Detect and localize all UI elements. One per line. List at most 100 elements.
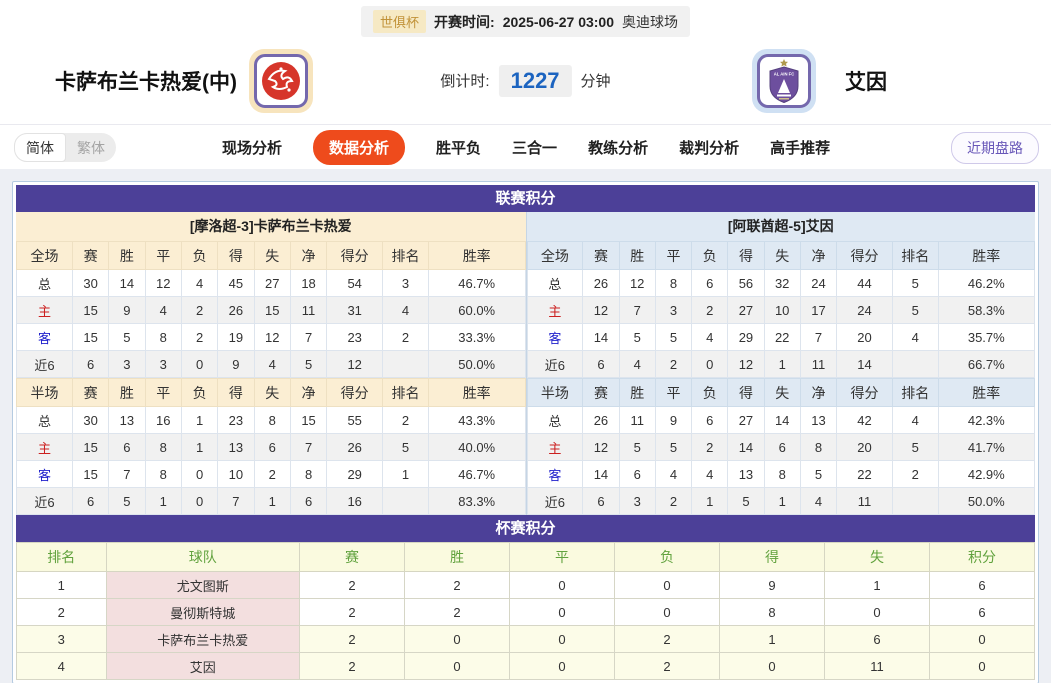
column-header: 失 [823, 542, 930, 572]
column-header: 半场 [16, 378, 73, 407]
column-header: 全场 [16, 241, 73, 270]
table-cell: 2 [298, 598, 405, 626]
tab-win-draw-lose[interactable]: 胜平负 [436, 139, 482, 157]
home-group-title: [摩洛超-3]卡萨布兰卡热爱 [16, 212, 526, 241]
table-cell: 6 [582, 350, 620, 378]
table-cell: 46.2% [937, 269, 1036, 297]
column-header: 胜 [618, 241, 656, 270]
kickoff-label: 开赛时间: [434, 13, 495, 30]
column-header: 赛 [71, 378, 110, 407]
stats-panel: 联赛积分 [摩洛超-3]卡萨布兰卡热爱 全场赛胜平负得失净得分 排名 胜率 总 30 1… [12, 181, 1039, 683]
table-cell: 2 [180, 296, 219, 324]
table-cell: 1 [763, 350, 801, 378]
table-cell: 2 [891, 460, 939, 488]
column-header: 得 [718, 542, 825, 572]
venue-label: 奥迪球场 [622, 13, 678, 30]
tab-expert-picks[interactable]: 高手推荐 [770, 139, 831, 157]
table-cell: 13 [108, 406, 146, 434]
table-cell: 1 [253, 487, 291, 515]
column-header: 胜 [108, 378, 146, 407]
table-cell: 0 [403, 652, 510, 680]
table-cell: 11 [618, 406, 656, 434]
table-cell: 1 [382, 460, 429, 488]
league-badge[interactable]: 世俱杯 [373, 10, 427, 33]
kickoff-time: 2025-06-27 03:00 [502, 13, 614, 30]
table-cell: 55 [326, 406, 384, 434]
cup-standings-table: 排名 球队赛胜平负得失积分 1 尤文图斯 2 2 0 0 9 1 6 2 曼彻斯特城 2 2 0 0 8 0 6 3 卡… [16, 542, 1036, 680]
table-cell: 0 [508, 571, 615, 599]
table-cell: 2 [654, 487, 693, 515]
table-cell: 0 [613, 598, 720, 626]
match-info-bar: 世俱杯 开赛时间: 2025-06-27 03:00 奥迪球场 [361, 6, 690, 37]
column-header: 净 [289, 378, 328, 407]
tab-data-analysis[interactable]: 数据分析 [313, 129, 406, 165]
table-cell: 2 [298, 571, 405, 599]
table-cell: 近6 [16, 350, 73, 378]
table-cell: 10 [217, 460, 255, 488]
table-cell: 30 [71, 269, 110, 297]
table-cell: 2 [180, 323, 219, 351]
table-cell: 5 [799, 460, 838, 488]
home-team-logo [249, 48, 313, 113]
red-seal-icon [262, 61, 300, 100]
away-team-logo: AL AIN FC [752, 48, 816, 113]
table-row: 总 30 14 12 4 45 27 18 54 3 46.7% [16, 269, 526, 297]
table-cell: 54 [326, 269, 384, 297]
table-cell: 4 [691, 460, 729, 488]
table-cell: 45 [217, 269, 255, 297]
simplified-chinese-button[interactable]: 简体 [14, 133, 66, 162]
column-header: 赛 [71, 241, 110, 270]
tab-live-analysis[interactable]: 现场分析 [222, 139, 283, 157]
table-cell: 26 [582, 406, 620, 434]
table-row: 近6 6 3 3 0 9 4 5 12 50.0% [16, 350, 526, 378]
table-row: 主 15 9 4 2 26 15 11 31 4 60.0% [16, 296, 526, 324]
table-row: 总 26 12 8 6 56 32 24 44 5 46.2% [526, 269, 1036, 297]
table-cell: 8 [799, 433, 838, 461]
table-cell: 8 [718, 598, 825, 626]
league-standings: [摩洛超-3]卡萨布兰卡热爱 全场赛胜平负得失净得分 排名 胜率 总 30 14 12 4 4… [16, 212, 1036, 515]
table-cell: 12 [582, 433, 620, 461]
column-header: 得分 [836, 378, 893, 407]
table-cell: 2 [654, 350, 693, 378]
table-cell: 0 [403, 625, 510, 653]
home-team-name: 卡萨布兰卡热爱(中) [55, 70, 237, 94]
table-cell: 5 [618, 323, 656, 351]
table-cell: 5 [654, 323, 693, 351]
column-header: 得 [727, 378, 765, 407]
table-cell: 4 [618, 350, 656, 378]
table-cell: 5 [727, 487, 765, 515]
table-cell: 近6 [526, 350, 584, 378]
nav-bar: 简体 繁体 现场分析 数据分析 胜平负 三合一 教练分析 裁判分析 高手推荐 近… [0, 125, 1051, 169]
table-cell: 83.3% [427, 487, 526, 515]
table-cell: 0 [180, 487, 219, 515]
tab-three-in-one[interactable]: 三合一 [512, 139, 558, 157]
table-cell: 0 [691, 350, 729, 378]
table-cell: 3 [144, 350, 182, 378]
tab-coach-analysis[interactable]: 教练分析 [588, 139, 649, 157]
column-header: 排名 [382, 241, 429, 270]
table-cell: 1 [180, 433, 219, 461]
table-cell: 24 [836, 296, 893, 324]
table-cell: 5 [289, 350, 328, 378]
column-header: 胜率 [937, 241, 1036, 270]
table-cell: 8 [144, 433, 182, 461]
table-cell [382, 350, 429, 378]
traditional-chinese-button[interactable]: 繁体 [77, 139, 105, 156]
home-standings-column: [摩洛超-3]卡萨布兰卡热爱 全场赛胜平负得失净得分 排名 胜率 总 30 14 12 4 4… [16, 212, 526, 515]
recent-trend-button[interactable]: 近期盘路 [951, 132, 1039, 164]
column-header: 得分 [326, 241, 384, 270]
table-cell: 客 [526, 460, 584, 488]
table-cell: 0 [928, 625, 1036, 653]
home-halftime-table: 半场赛胜平负得失净得分 排名 胜率 总 30 13 16 1 23 8 15 55 2 43.3% 主 15… [16, 378, 526, 515]
table-cell: 4 [180, 269, 219, 297]
tab-referee-analysis[interactable]: 裁判分析 [679, 139, 740, 157]
table-row: 近6 6 5 1 0 7 1 6 16 83.3% [16, 487, 526, 515]
column-header: 负 [613, 542, 720, 572]
column-header: 失 [253, 241, 291, 270]
column-header: 胜 [618, 378, 656, 407]
table-cell: 60.0% [427, 296, 526, 324]
table-cell: 26 [582, 269, 620, 297]
table-cell: 0 [718, 652, 825, 680]
column-header: 胜 [403, 542, 510, 572]
column-header: 排名 [891, 241, 939, 270]
